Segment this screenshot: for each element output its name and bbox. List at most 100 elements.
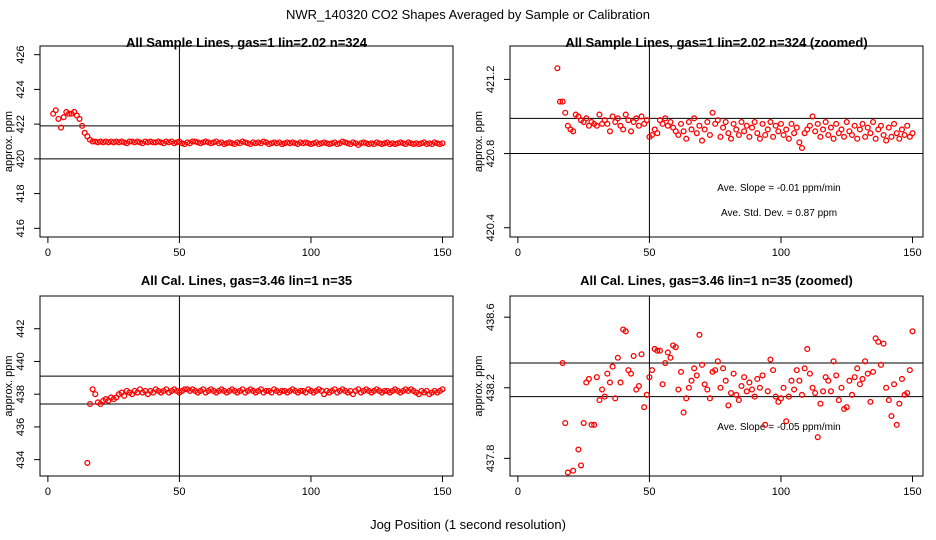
data-point bbox=[814, 120, 821, 127]
data-point bbox=[617, 379, 624, 386]
data-point bbox=[596, 397, 603, 404]
data-point bbox=[748, 124, 756, 131]
y-tick-label: 418 bbox=[15, 184, 27, 202]
data-point bbox=[675, 131, 682, 139]
x-tick-label: 150 bbox=[433, 247, 451, 259]
data-point bbox=[570, 467, 577, 474]
data-point bbox=[712, 367, 719, 374]
data-point bbox=[770, 133, 777, 140]
data-point bbox=[86, 400, 94, 408]
data-point bbox=[764, 126, 771, 133]
data-point bbox=[862, 133, 869, 140]
data-point bbox=[893, 130, 900, 137]
plot-frame bbox=[509, 45, 924, 238]
x-tick-label: 100 bbox=[772, 247, 790, 259]
data-point bbox=[596, 111, 603, 118]
data-point bbox=[654, 347, 661, 354]
data-point bbox=[659, 381, 666, 388]
data-point bbox=[297, 387, 304, 394]
data-point bbox=[827, 124, 834, 131]
data-point bbox=[570, 128, 577, 135]
data-point bbox=[851, 374, 858, 381]
data-point bbox=[756, 384, 763, 391]
y-tick-label: 420 bbox=[15, 150, 27, 168]
data-point bbox=[898, 375, 906, 382]
data-point bbox=[609, 113, 616, 120]
data-point bbox=[688, 126, 695, 133]
data-point bbox=[751, 118, 758, 126]
x-tick-label: 0 bbox=[45, 247, 51, 259]
data-point bbox=[638, 351, 645, 358]
data-point bbox=[76, 115, 83, 122]
data-point bbox=[741, 374, 748, 381]
data-point bbox=[775, 128, 782, 135]
data-point bbox=[625, 117, 632, 124]
data-point bbox=[830, 358, 837, 365]
data-point bbox=[727, 135, 735, 142]
data-point bbox=[559, 360, 566, 367]
data-point bbox=[825, 131, 832, 139]
data-point bbox=[743, 122, 750, 129]
x-tick-label: 0 bbox=[515, 486, 521, 498]
data-point bbox=[559, 98, 566, 105]
data-point bbox=[334, 141, 341, 148]
data-points bbox=[559, 326, 916, 476]
data-point bbox=[727, 390, 735, 397]
data-point bbox=[604, 120, 611, 127]
data-point bbox=[606, 379, 614, 386]
y-tick-label: 438.6 bbox=[485, 303, 497, 331]
data-point bbox=[854, 365, 861, 372]
panel-title: All Cal. Lines, gas=3.46 lin=1 n=35 bbox=[141, 273, 352, 288]
data-point bbox=[759, 120, 766, 127]
data-point bbox=[614, 354, 621, 361]
data-point bbox=[381, 387, 388, 394]
data-point bbox=[720, 124, 727, 131]
data-point bbox=[643, 391, 650, 398]
data-point bbox=[738, 382, 745, 390]
data-point bbox=[641, 404, 648, 411]
data-point bbox=[772, 393, 779, 400]
data-point bbox=[809, 384, 816, 391]
data-point bbox=[851, 122, 858, 129]
data-point bbox=[859, 375, 866, 382]
data-point bbox=[439, 140, 446, 147]
x-tick-label: 100 bbox=[302, 486, 320, 498]
data-point bbox=[664, 349, 671, 356]
data-point bbox=[667, 118, 674, 126]
plot-frame bbox=[39, 45, 454, 238]
data-point bbox=[814, 434, 821, 441]
data-point bbox=[877, 122, 884, 129]
data-point bbox=[693, 130, 700, 137]
y-tick-label: 424 bbox=[15, 80, 27, 98]
x-tick-label: 50 bbox=[643, 486, 655, 498]
data-point bbox=[242, 139, 249, 146]
data-point bbox=[883, 137, 890, 144]
data-point bbox=[751, 393, 758, 400]
data-point bbox=[759, 372, 766, 379]
data-point bbox=[722, 118, 729, 126]
data-point bbox=[662, 360, 669, 367]
data-point bbox=[733, 126, 740, 133]
data-point bbox=[677, 120, 685, 127]
data-point bbox=[864, 124, 871, 131]
plot-frame bbox=[39, 295, 454, 477]
data-point bbox=[772, 122, 779, 129]
data-point bbox=[704, 118, 711, 126]
data-point bbox=[685, 384, 692, 391]
data-point bbox=[901, 131, 908, 139]
panel-title: All Cal. Lines, gas=3.46 lin=1 n=35 (zoo… bbox=[580, 273, 853, 288]
data-point bbox=[904, 390, 911, 397]
data-point bbox=[677, 368, 685, 375]
data-point bbox=[725, 402, 732, 409]
data-point bbox=[756, 135, 763, 142]
data-point bbox=[577, 462, 585, 469]
data-point bbox=[780, 384, 787, 391]
data-point bbox=[620, 126, 627, 133]
data-point bbox=[801, 365, 808, 372]
data-point bbox=[812, 128, 819, 135]
data-point bbox=[378, 141, 386, 148]
data-point bbox=[57, 124, 65, 131]
data-points bbox=[554, 65, 916, 152]
data-point bbox=[609, 363, 616, 370]
y-axis-label: approx. ppm bbox=[473, 355, 485, 416]
